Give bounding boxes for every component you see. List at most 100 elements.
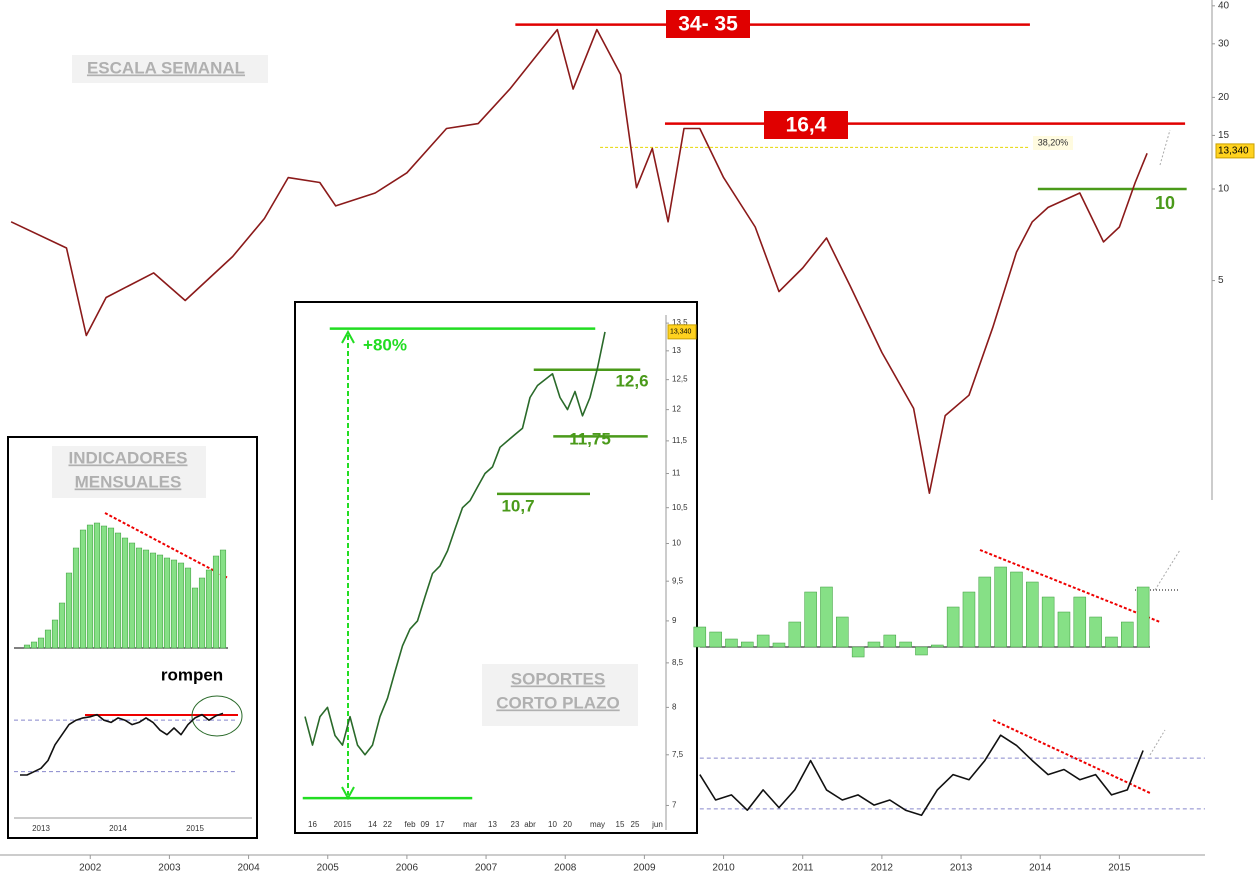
projection	[1159, 129, 1171, 166]
x-tick-label: 15	[616, 820, 625, 829]
x-tick-label: 25	[631, 820, 640, 829]
bar	[1121, 621, 1134, 648]
bar	[820, 586, 833, 648]
x-tick-label: 10	[548, 820, 557, 829]
level-label: 16,4	[786, 114, 827, 137]
bar	[30, 641, 38, 649]
bar	[114, 532, 122, 649]
title-background	[52, 446, 206, 498]
x-tick-label: 2013	[950, 863, 973, 874]
trend-line	[992, 719, 1151, 794]
price-tag-label: 13,340	[1218, 146, 1249, 157]
bar	[135, 547, 143, 649]
x-tick-label: may	[590, 820, 605, 829]
x-tick-label: 2015	[1108, 863, 1131, 874]
bar	[212, 555, 220, 649]
y-tick-label: 13,5	[672, 318, 688, 327]
x-tick-label: 13	[488, 820, 497, 829]
level-label: 10	[1155, 193, 1175, 213]
level-label: +80%	[363, 335, 407, 354]
x-tick-label: 2014	[1029, 863, 1052, 874]
trend-line	[979, 549, 1161, 623]
projection	[1149, 729, 1166, 756]
x-tick-label: 2009	[633, 863, 656, 874]
y-tick-label: 5	[1218, 275, 1224, 286]
bar	[709, 631, 722, 648]
bar	[836, 616, 849, 648]
level-label-box	[1033, 136, 1073, 150]
x-tick-label: 2003	[158, 863, 181, 874]
y-tick-label: 10	[1218, 184, 1230, 195]
bar	[1057, 611, 1071, 648]
bar	[86, 524, 94, 649]
x-tick-label: 2013	[32, 824, 50, 833]
bar	[978, 576, 992, 648]
x-tick-label: feb	[404, 820, 416, 829]
highlight-circle	[191, 695, 243, 737]
x-tick-label: 2015	[334, 820, 352, 829]
projection	[1154, 549, 1181, 591]
bar	[756, 634, 770, 648]
watermark-title: SOPORTES	[511, 669, 605, 688]
bar	[93, 522, 101, 649]
bar	[163, 557, 171, 649]
bar	[205, 569, 213, 649]
x-tick-label: 2006	[396, 863, 419, 874]
y-tick-label: 7	[672, 801, 677, 810]
bar	[772, 642, 786, 648]
x-tick-label: 23	[511, 820, 520, 829]
bar	[1041, 596, 1055, 648]
bar	[867, 641, 881, 648]
x-tick-label: 2005	[317, 863, 340, 874]
price-tag-label: 13,340	[670, 329, 692, 336]
level-label: 11,75	[569, 429, 611, 448]
bar	[1089, 616, 1102, 648]
bar	[962, 591, 976, 648]
bar	[149, 552, 157, 649]
bar	[851, 646, 865, 658]
level-label: 34- 35	[678, 13, 738, 36]
y-tick-label: 9,5	[672, 576, 684, 585]
x-tick-label: jun	[651, 820, 663, 829]
level-label: 12,6	[615, 371, 648, 390]
bar	[100, 525, 108, 649]
trend-line	[104, 512, 229, 579]
bar	[219, 549, 227, 649]
bar	[79, 529, 87, 649]
bar	[1136, 586, 1150, 648]
bar	[1105, 636, 1118, 648]
bar	[177, 562, 185, 649]
bar	[693, 626, 707, 648]
bar	[107, 527, 115, 649]
x-tick-label: 2014	[109, 824, 127, 833]
bar	[72, 547, 80, 649]
x-tick-label: 2004	[237, 863, 260, 874]
bar	[156, 554, 164, 649]
bar	[994, 566, 1007, 648]
bar	[142, 549, 150, 649]
x-tick-label: 16	[308, 820, 317, 829]
x-tick-label: 17	[436, 820, 445, 829]
level-label: 38,20%	[1038, 137, 1069, 147]
bar	[121, 537, 129, 649]
bar	[915, 646, 928, 656]
y-tick-label: 20	[1218, 92, 1230, 103]
level-label-box	[666, 10, 750, 38]
bar	[1026, 581, 1039, 648]
watermark-title: INDICADORES	[68, 448, 187, 467]
bar	[128, 542, 136, 649]
price-line	[20, 712, 224, 776]
x-tick-label: 09	[421, 820, 430, 829]
x-tick-label: 22	[383, 820, 392, 829]
y-tick-label: 9	[672, 616, 677, 625]
bar	[741, 641, 754, 648]
price-tag	[1215, 143, 1255, 159]
y-tick-label: 10,5	[672, 503, 688, 512]
y-tick-label: 8,5	[672, 658, 684, 667]
bar	[804, 591, 817, 648]
watermark-title: ESCALA SEMANAL	[87, 58, 245, 77]
bar	[65, 572, 73, 649]
bar	[1073, 596, 1087, 648]
bar	[23, 644, 31, 649]
x-tick-label: 2008	[554, 863, 577, 874]
